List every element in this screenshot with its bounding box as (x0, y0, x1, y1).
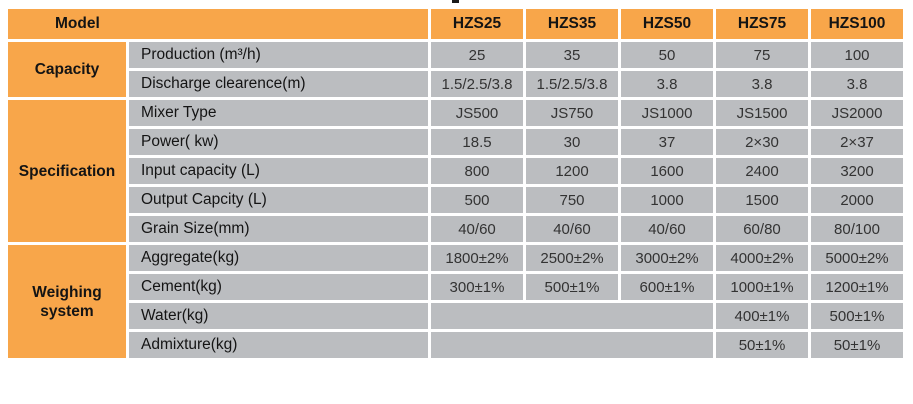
value-cell: 2×30 (716, 129, 808, 155)
value-cell: 1500 (716, 187, 808, 213)
value-cell: 2400 (716, 158, 808, 184)
value-cell: 35 (526, 42, 618, 68)
table-row: Water(kg) 400±1% 500±1% (8, 303, 903, 329)
value-cell: 300±1% (431, 274, 523, 300)
cropped-title-artifact (452, 0, 459, 3)
model-header-cell: Model (8, 9, 428, 39)
value-cell: 400±1% (716, 303, 808, 329)
value-cell: 800 (431, 158, 523, 184)
value-cell: 1200 (526, 158, 618, 184)
value-cell: 30 (526, 129, 618, 155)
value-cell: JS1500 (716, 100, 808, 126)
value-cell: 2000 (811, 187, 903, 213)
section-label-weighing-system: Weighing system (8, 245, 126, 358)
value-cell: 1600 (621, 158, 713, 184)
value-cell: 40/60 (526, 216, 618, 242)
row-label-input-capacity: Input capacity (L) (129, 158, 428, 184)
value-cell: JS1000 (621, 100, 713, 126)
value-cell: 18.5 (431, 129, 523, 155)
section-label-capacity: Capacity (8, 42, 126, 97)
table-row: Discharge clearence(m) 1.5/2.5/3.8 1.5/2… (8, 71, 903, 97)
row-label-production: Production (m³/h) (129, 42, 428, 68)
column-header-hzs50: HZS50 (621, 9, 713, 39)
value-cell: 1000 (621, 187, 713, 213)
column-header-hzs100: HZS100 (811, 9, 903, 39)
table-row: Weighing system Aggregate(kg) 1800±2% 25… (8, 245, 903, 358)
value-cell: 500 (431, 187, 523, 213)
column-header-hzs25: HZS25 (431, 9, 523, 39)
row-label-water: Water(kg) (129, 303, 428, 329)
value-cell: 40/60 (431, 216, 523, 242)
row-label-power: Power( kw) (129, 129, 428, 155)
column-header-hzs75: HZS75 (716, 9, 808, 39)
row-label-mixer-type: Mixer Type (129, 100, 428, 126)
merged-empty-cell (431, 332, 713, 358)
value-cell: 75 (716, 42, 808, 68)
table-row: Grain Size(mm) 40/60 40/60 40/60 60/80 8… (8, 216, 903, 242)
value-cell: 500±1% (811, 303, 903, 329)
value-cell: 1.5/2.5/3.8 (526, 71, 618, 97)
table-row: Output Capcity (L) 500 750 1000 1500 200… (8, 187, 903, 213)
value-cell: 2×37 (811, 129, 903, 155)
merged-empty-cell (431, 303, 713, 329)
row-label-output-capacity: Output Capcity (L) (129, 187, 428, 213)
value-cell: 3000±2% (621, 245, 713, 271)
value-cell: 1200±1% (811, 274, 903, 300)
row-label-admixture: Admixture(kg) (129, 332, 428, 358)
row-label-cement: Cement(kg) (129, 274, 428, 300)
value-cell: 3.8 (811, 71, 903, 97)
value-cell: 100 (811, 42, 903, 68)
value-cell: 50±1% (716, 332, 808, 358)
value-cell: 80/100 (811, 216, 903, 242)
table-row: Cement(kg) 300±1% 500±1% 600±1% 1000±1% … (8, 274, 903, 300)
value-cell: 600±1% (621, 274, 713, 300)
table-row: Admixture(kg) 50±1% 50±1% (8, 332, 903, 358)
table-header-row: Model HZS25 HZS35 HZS50 HZS75 HZS100 (8, 9, 903, 39)
value-cell: 40/60 (621, 216, 713, 242)
value-cell: JS2000 (811, 100, 903, 126)
section-label-specification: Specification (8, 100, 126, 242)
value-cell: 3.8 (716, 71, 808, 97)
value-cell: 1800±2% (431, 245, 523, 271)
value-cell: 3.8 (621, 71, 713, 97)
value-cell: 2500±2% (526, 245, 618, 271)
value-cell: 3200 (811, 158, 903, 184)
value-cell: 1000±1% (716, 274, 808, 300)
row-label-grain-size: Grain Size(mm) (129, 216, 428, 242)
table-row: Power( kw) 18.5 30 37 2×30 2×37 (8, 129, 903, 155)
value-cell: 5000±2% (811, 245, 903, 271)
value-cell: 750 (526, 187, 618, 213)
column-header-hzs35: HZS35 (526, 9, 618, 39)
value-cell: 50 (621, 42, 713, 68)
table-row: Capacity Production (m³/h) 25 35 50 75 1… (8, 42, 903, 97)
value-cell: 60/80 (716, 216, 808, 242)
value-cell: 1.5/2.5/3.8 (431, 71, 523, 97)
value-cell: 500±1% (526, 274, 618, 300)
value-cell: JS500 (431, 100, 523, 126)
row-label-discharge-clearence: Discharge clearence(m) (129, 71, 428, 97)
value-cell: 50±1% (811, 332, 903, 358)
row-label-aggregate: Aggregate(kg) (129, 245, 428, 271)
table-row: Input capacity (L) 800 1200 1600 2400 32… (8, 158, 903, 184)
value-cell: 4000±2% (716, 245, 808, 271)
table-row: Specification Mixer Type JS500 JS750 JS1… (8, 100, 903, 242)
value-cell: 37 (621, 129, 713, 155)
value-cell: JS750 (526, 100, 618, 126)
value-cell: 25 (431, 42, 523, 68)
spec-table: Model HZS25 HZS35 HZS50 HZS75 HZS100 Cap… (5, 6, 906, 361)
